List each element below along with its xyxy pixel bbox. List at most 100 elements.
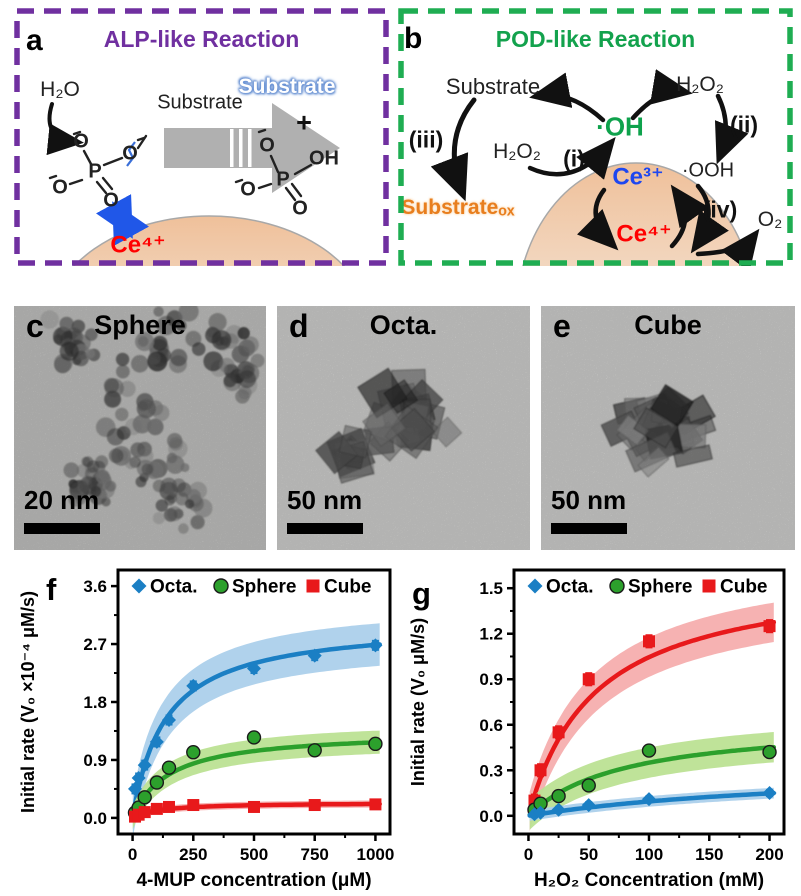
confidence-band-Octa. [132,623,380,834]
step-ii-label: (ii) [729,111,759,138]
legend-label: Sphere [232,577,296,598]
svg-text:0.6: 0.6 [479,716,503,735]
product-o-top: O [259,134,275,157]
data-points-Octa. [128,638,383,796]
atom-o-top: O [73,130,89,153]
scale-bar [551,523,627,534]
h2o-arrow [46,102,84,156]
legend: Octa. Sphere Cube [527,577,768,598]
ooh-label: ·OOH [681,159,735,182]
svg-text:0.0: 0.0 [479,807,503,826]
h2o-label: H₂O [40,78,80,101]
product-o-bottom: O [292,197,308,220]
x-axis-label: H₂O₂ Concentration (mM) [534,870,764,891]
svg-text:0: 0 [524,845,533,864]
tem-image-sphere: c Sphere 20 nm [14,306,266,550]
ce4-label: Ce⁴⁺ [110,231,166,259]
substrate-label: Substrate [445,74,541,99]
panel-label-f: f [46,572,57,607]
step-i-label: (i) [563,145,585,172]
svg-text:0.9: 0.9 [479,670,503,689]
substrate-pill: Substrate [238,75,336,98]
svg-text:3.6: 3.6 [83,577,107,596]
svg-text:1.2: 1.2 [479,625,503,644]
panel-pod-reaction: b POD-like Reaction Substrate ·OH H₂O₂ (… [398,8,793,266]
panel-label-c: c [26,308,44,344]
fit-curve-Sphere [527,744,777,817]
kinetics-plot-f: 0 250 500 750 1000 0.0 0.9 1.8 2.7 3.6 4-MUP conce… [18,568,394,891]
atom-o-right: O [122,142,138,165]
product-oh: OH [309,147,339,170]
tem-micrograph [541,306,795,550]
tem-title-sphere: Sphere [94,310,186,340]
svg-text:250: 250 [179,845,207,864]
svg-text:50: 50 [579,845,598,864]
svg-text:2.7: 2.7 [83,635,107,654]
y-axis-label: Initial rate (V₀ μM/s) [408,618,428,786]
h2o2-mid-label: H₂O₂ [493,140,541,163]
step-iv-label: (iv) [702,196,738,223]
legend-label: Cube [324,577,372,598]
axis-tick-labels: 0 50 100 150 200 0.0 0.3 0.6 0.9 1.2 1.5 [479,579,783,864]
coordination-arrow [96,194,149,246]
plot-area [527,602,777,832]
h2o2-top-label: H₂O₂ [676,73,724,96]
legend-label: Octa. [546,577,594,598]
svg-text:0.3: 0.3 [479,761,503,780]
tem-image-cube: e Cube 50 nm [541,306,795,550]
svg-text:0.0: 0.0 [83,809,107,828]
scale-text: 50 nm [551,485,627,515]
y-axis-label: Initial rate (V₀ ×10⁻⁴ μM/s) [18,591,38,813]
substrate-ox-label: Substrateₒₓ [401,196,515,219]
data-points-Octa. [527,786,777,822]
svg-text:100: 100 [635,845,663,864]
panel-label-d: d [289,308,309,344]
svg-text:200: 200 [755,845,783,864]
product-o-left: O [240,178,256,201]
panel-label-e: e [553,308,571,344]
fit-curve-Cube [527,620,777,814]
chart-pod-kinetics: g 0 50 100 150 200 0.0 0.3 0.6 0.9 1.2 1.5 H₂O₂ Con… [398,558,796,896]
nanoparticle-dome [73,215,345,266]
tem-title-octa: Octa. [369,310,438,340]
ce4-label: Ce⁴⁺ [616,220,672,248]
scale-text: 50 nm [287,485,363,515]
plot-area [127,623,383,834]
svg-text:750: 750 [301,845,329,864]
panel-label-g: g [412,576,431,611]
product-p: P [276,168,290,191]
svg-text:1.8: 1.8 [83,693,107,712]
confidence-band-Sphere [529,732,774,830]
svg-text:1.5: 1.5 [479,579,503,598]
atom-o-bottom: O [103,189,119,212]
panel-label-b: b [404,22,423,55]
x-axis-label: 4-MUP concentration (μM) [136,870,371,891]
o2-label: O₂ [757,208,783,231]
tem-micrograph [277,306,530,550]
panel-label-a: a [26,24,43,57]
step-ii-arrow [714,93,749,165]
plus-sign: + [296,107,312,138]
svg-text:150: 150 [695,845,723,864]
axis-ticks [111,584,377,841]
legend: Octa. Sphere Cube [131,577,372,598]
data-points-Sphere [527,743,777,817]
fit-curve-Octa. [130,642,382,819]
kinetics-plot-g: 0 50 100 150 200 0.0 0.3 0.6 0.9 1.2 1.5 H₂O₂ Conce… [408,568,786,891]
scale-text: 20 nm [24,485,100,515]
panel-a-title: ALP-like Reaction [103,26,300,52]
atom-o-left: O [52,176,68,199]
ce3-label: Ce³⁺ [612,163,664,191]
svg-text:0: 0 [128,845,137,864]
chart-alp-kinetics: f 0 250 500 750 1000 0.0 0.9 1.8 2.7 3.6 4-MUP con… [8,558,400,896]
svg-text:0.9: 0.9 [83,751,107,770]
step-iii-arrow [430,97,477,202]
scale-bar [24,523,100,534]
tem-micrograph [14,306,266,550]
atom-p: P [88,160,102,183]
hydroxyl-radical-label: ·OH [596,111,644,142]
tem-image-octahedra: d Octa. 50 nm [277,306,530,550]
legend-label: Octa. [150,577,198,598]
tem-title-cube: Cube [634,310,702,340]
panel-alp-reaction: a ALP-like Reaction H₂O Substrate Substr… [14,8,389,266]
